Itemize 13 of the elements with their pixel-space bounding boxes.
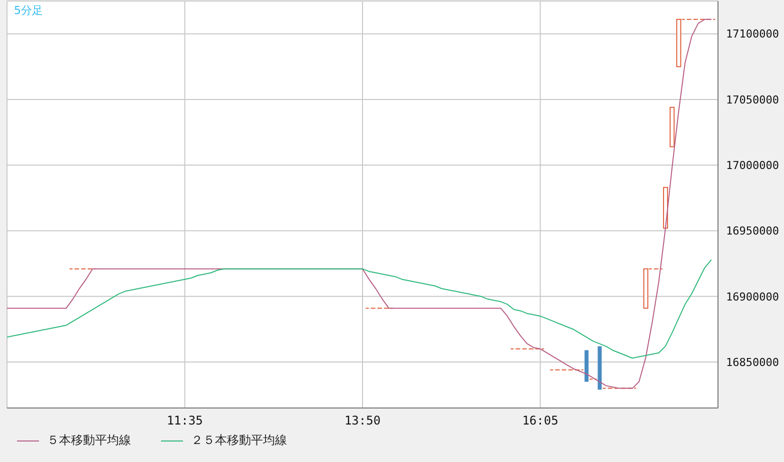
y-tick-label: 16850000 (726, 356, 779, 369)
y-tick-label: 16900000 (726, 290, 779, 304)
y-tick-label: 17050000 (726, 93, 779, 106)
x-tick-label: 11:35 (166, 414, 203, 428)
x-tick-label: 16:05 (522, 414, 558, 428)
legend-label: ５本移動平均線 (47, 432, 131, 449)
line-series (7, 259, 712, 359)
chart-title: 5分足 (14, 3, 43, 18)
x-tick-label: 13:50 (344, 414, 381, 428)
y-tick-label: 17000000 (726, 159, 779, 172)
y-tick-label: 16950000 (726, 224, 779, 238)
y-tick-label: 17100000 (726, 28, 779, 41)
legend-label: ２５本移動平均線 (191, 432, 287, 449)
